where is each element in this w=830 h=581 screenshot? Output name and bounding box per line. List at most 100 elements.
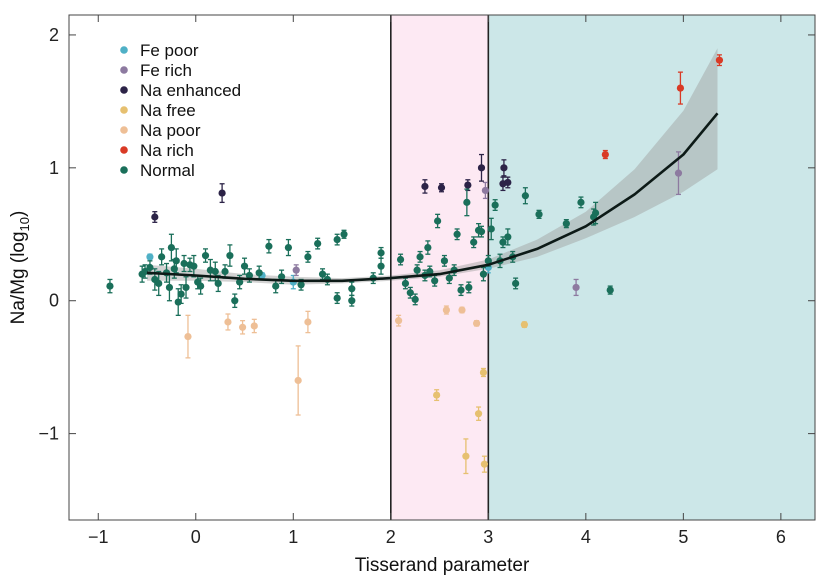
legend-item: Normal <box>120 161 195 180</box>
point-marker <box>572 283 580 292</box>
series-normal <box>106 187 614 316</box>
data-point <box>470 236 478 249</box>
point-marker <box>395 317 403 325</box>
data-point <box>512 277 520 290</box>
data-point <box>231 293 239 309</box>
point-marker <box>250 322 258 330</box>
point-marker <box>340 230 348 238</box>
point-marker <box>577 198 585 206</box>
data-point <box>151 211 159 223</box>
data-point <box>333 233 341 246</box>
point-marker <box>265 242 273 250</box>
data-point <box>477 225 486 238</box>
y-tick-label: 0 <box>49 291 59 311</box>
point-marker <box>535 210 543 218</box>
data-point <box>521 187 529 205</box>
data-point <box>606 285 614 295</box>
point-marker <box>245 271 254 280</box>
point-marker <box>151 213 159 221</box>
point-marker <box>236 278 244 286</box>
data-point <box>292 264 300 277</box>
point-marker <box>474 410 483 418</box>
data-point <box>434 213 442 229</box>
confidence-band <box>147 48 718 285</box>
point-marker <box>292 266 300 274</box>
point-marker <box>396 255 405 264</box>
data-point <box>190 254 198 278</box>
data-point <box>480 455 489 473</box>
y-axis-title-subscript: 10 <box>17 217 32 231</box>
point-marker <box>255 269 263 277</box>
data-point <box>304 310 312 334</box>
y-axis-ticks: −1 0 1 2 <box>38 25 815 444</box>
data-point <box>416 250 424 263</box>
x-tick-label: −1 <box>88 527 109 547</box>
point-marker <box>201 251 210 260</box>
data-point <box>221 264 229 279</box>
point-marker <box>214 279 222 288</box>
legend-label: Na free <box>140 101 196 120</box>
x-tick-label: 5 <box>678 527 688 547</box>
x-tick-label: 2 <box>386 527 396 547</box>
legend-marker <box>120 126 128 134</box>
point-marker <box>197 282 205 290</box>
point-marker <box>481 186 489 195</box>
point-marker <box>464 181 472 189</box>
legend-item: Na rich <box>120 141 194 160</box>
point-marker <box>184 333 192 341</box>
point-marker <box>463 198 471 206</box>
legend-label: Fe rich <box>140 61 192 80</box>
data-point <box>304 250 312 263</box>
legend-label: Fe poor <box>140 41 199 60</box>
fit-curve-group <box>146 112 719 283</box>
point-marker <box>401 279 410 288</box>
point-marker <box>272 282 280 290</box>
data-point <box>177 284 185 305</box>
point-marker <box>413 266 421 274</box>
data-point <box>491 199 499 212</box>
point-marker <box>377 262 385 270</box>
data-point <box>453 228 461 241</box>
data-point <box>479 367 488 378</box>
data-point <box>499 236 507 249</box>
data-point <box>440 254 449 267</box>
point-marker <box>480 460 489 468</box>
legend-label: Na poor <box>140 121 201 140</box>
data-point <box>504 228 512 246</box>
point-marker <box>674 169 683 177</box>
data-point <box>406 286 414 299</box>
data-point <box>458 306 466 314</box>
data-point <box>479 266 488 282</box>
point-marker <box>314 239 322 248</box>
point-marker <box>224 318 232 326</box>
point-marker <box>211 267 219 276</box>
point-marker <box>218 189 226 197</box>
data-point <box>401 277 410 290</box>
point-marker <box>433 391 441 399</box>
point-marker <box>284 243 293 252</box>
data-point <box>250 318 258 334</box>
legend-item: Fe poor <box>120 41 199 60</box>
series-na-poor <box>184 305 481 416</box>
data-point <box>437 183 446 193</box>
point-marker <box>158 253 166 261</box>
y-tick-label: 1 <box>49 158 59 178</box>
point-marker <box>479 368 488 377</box>
point-marker <box>226 251 234 260</box>
point-marker <box>240 262 249 270</box>
data-point <box>413 264 421 277</box>
point-marker <box>504 178 512 187</box>
confidence-band-area <box>147 48 718 285</box>
point-marker <box>304 253 312 261</box>
data-point <box>340 229 348 239</box>
data-point <box>186 257 194 273</box>
data-point <box>676 71 685 105</box>
data-point <box>499 176 507 192</box>
point-marker <box>499 238 507 246</box>
data-point <box>421 179 429 194</box>
point-marker <box>601 150 609 159</box>
legend-item: Na free <box>120 101 196 120</box>
point-marker <box>348 285 356 293</box>
